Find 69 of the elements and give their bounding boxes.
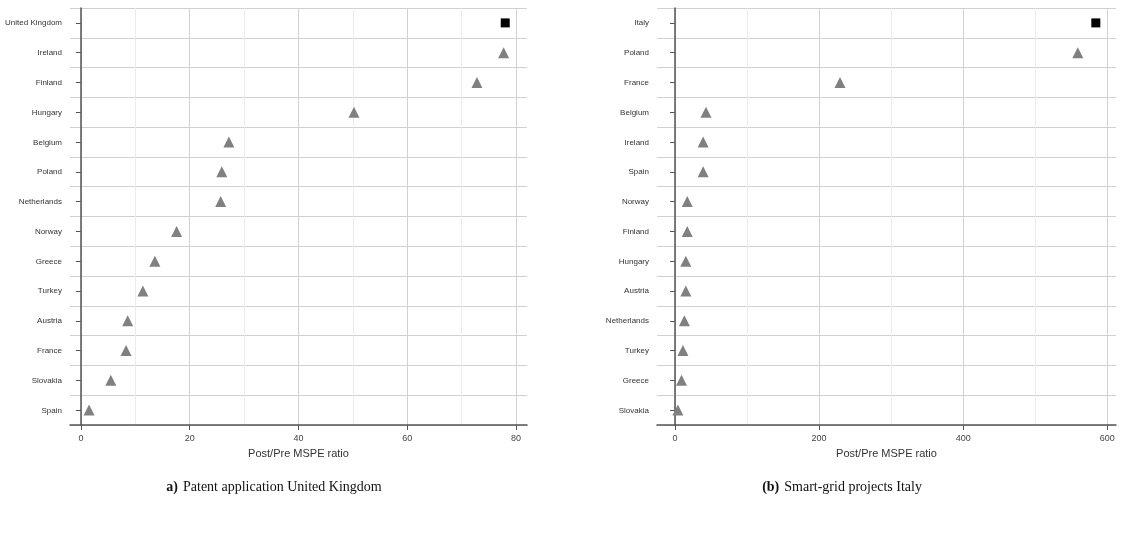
x-tick-label: 200	[811, 432, 827, 443]
y-tick-label: France	[624, 77, 650, 87]
point	[680, 285, 692, 297]
point	[216, 166, 228, 178]
point	[498, 47, 510, 59]
point	[700, 106, 712, 118]
point	[120, 345, 132, 357]
y-tick-label: Belgium	[620, 107, 650, 117]
y-tick-label: Finland	[35, 77, 62, 87]
y-tick-label: Austria	[37, 316, 63, 326]
x-tick-label: 400	[955, 432, 971, 443]
y-tick-label: Hungary	[31, 107, 62, 117]
point	[83, 404, 95, 416]
x-tick-label: 40	[293, 432, 304, 443]
y-tick-label: Ireland	[624, 137, 649, 147]
point	[677, 345, 689, 357]
point	[105, 374, 117, 386]
point	[223, 136, 235, 148]
y-tick-label: Ireland	[37, 48, 62, 58]
y-tick-label: Netherlands	[605, 316, 649, 326]
point	[500, 18, 510, 28]
y-tick-label: Poland	[624, 48, 649, 58]
y-tick-label: Greece	[622, 375, 650, 385]
y-tick-label: United Kingdom	[5, 18, 63, 28]
y-tick-label: Poland	[37, 167, 62, 177]
point	[697, 166, 709, 178]
y-tick-label: Finland	[622, 226, 649, 236]
y-tick-label: Slovakia	[31, 375, 63, 385]
text: a) Patent application United Kingdom	[166, 478, 382, 495]
y-tick-label: France	[37, 346, 63, 356]
point	[149, 255, 161, 267]
y-tick-label: Turkey	[37, 286, 62, 296]
x-tick-label: 20	[184, 432, 195, 443]
y-tick-label: Spain	[628, 167, 649, 177]
y-tick-label: Norway	[621, 197, 649, 207]
x-axis-title: Post/Pre MSPE ratio	[836, 446, 937, 459]
point	[676, 374, 687, 386]
y-tick-label: Hungary	[618, 256, 649, 266]
y-tick-label: Netherlands	[18, 197, 62, 207]
point	[680, 255, 692, 267]
text: (b) Smart-grid projects Italy	[762, 478, 922, 495]
y-tick-label: Belgium	[33, 137, 63, 147]
point	[137, 285, 149, 297]
point	[122, 315, 134, 327]
point	[681, 225, 693, 237]
x-tick-label: 0	[672, 432, 678, 443]
point	[348, 106, 360, 118]
point	[1091, 18, 1101, 28]
point	[1072, 47, 1084, 59]
point	[697, 136, 709, 148]
x-tick-label: 0	[78, 432, 84, 443]
point	[678, 315, 690, 327]
point	[681, 196, 693, 208]
y-tick-label: Turkey	[624, 346, 649, 356]
x-tick-label: 60	[402, 432, 413, 443]
point	[834, 76, 846, 88]
x-tick-label: 600	[1099, 432, 1115, 443]
point	[215, 196, 227, 208]
y-tick-label: Spain	[41, 405, 62, 415]
x-axis-title: Post/Pre MSPE ratio	[248, 446, 349, 459]
y-tick-label: Italy	[634, 18, 649, 28]
x-tick-label: 80	[511, 432, 522, 443]
point	[171, 225, 183, 237]
point	[471, 76, 483, 88]
point	[672, 404, 684, 416]
y-tick-label: Slovakia	[618, 405, 650, 415]
y-tick-label: Greece	[35, 256, 63, 266]
y-tick-label: Austria	[624, 286, 650, 296]
y-tick-label: Norway	[34, 226, 62, 236]
